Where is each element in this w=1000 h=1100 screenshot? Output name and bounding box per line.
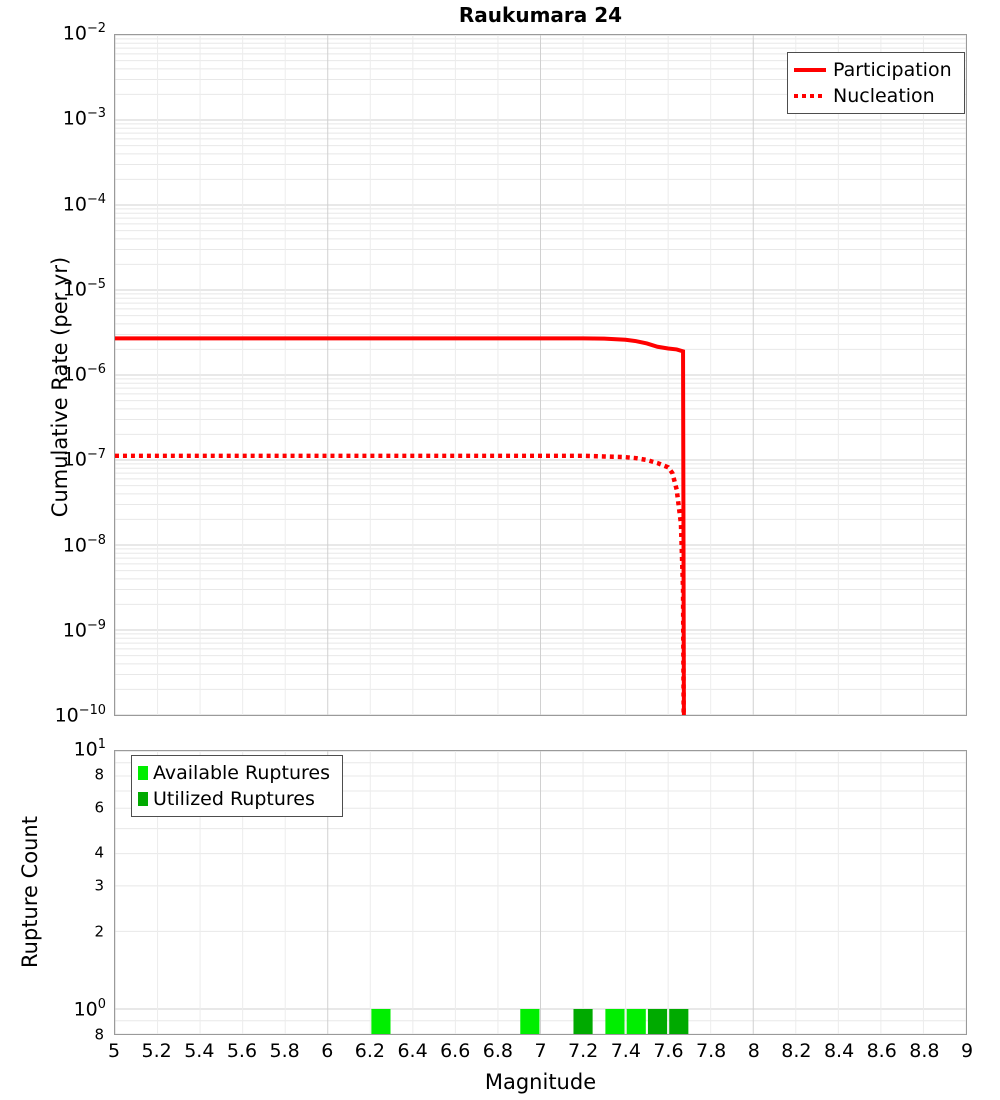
xtick-6-8: 6.8 xyxy=(482,1040,513,1062)
xtick-8-2: 8.2 xyxy=(781,1040,812,1062)
top-panel-ytick-5: 10−7 xyxy=(62,447,106,471)
legend-label-utilized-ruptures: Utilized Ruptures xyxy=(153,788,315,810)
bottom-panel-ytick-minor-0: 8 xyxy=(94,765,104,784)
legend-item-nucleation[interactable]: Nucleation xyxy=(794,83,958,109)
legend-label-nucleation: Nucleation xyxy=(833,85,935,107)
legend-label-participation: Participation xyxy=(833,59,952,81)
xtick-9: 9 xyxy=(960,1040,974,1062)
xtick-5: 5 xyxy=(107,1040,121,1062)
xtick-6-6: 6.6 xyxy=(440,1040,471,1062)
utilized-ruptures-swatch-icon xyxy=(138,792,148,806)
bottom-panel-ytick-minor-4: 2 xyxy=(94,922,104,941)
xtick-7-2: 7.2 xyxy=(568,1040,599,1062)
legend-item-utilized-ruptures[interactable]: Utilized Ruptures xyxy=(138,786,336,812)
top-panel-ytick-4: 10−6 xyxy=(62,362,106,386)
bottom-panel-bars xyxy=(371,1008,689,1034)
page-title: Raukumara 24 xyxy=(458,3,623,27)
xtick-5-8: 5.8 xyxy=(269,1040,300,1062)
bottom-panel-ytick-minor-1: 6 xyxy=(94,798,104,817)
xtick-8-4: 8.4 xyxy=(823,1040,855,1062)
cumulative-rate-plot-area xyxy=(114,34,967,716)
available-ruptures-swatch-icon xyxy=(138,766,148,780)
bottom-panel-ytick-major-0: 101 xyxy=(73,737,106,761)
bottom-panel-ytick-minor-5: 8 xyxy=(94,1025,104,1044)
xtick-7-4: 7.4 xyxy=(610,1040,641,1062)
top-panel-ytick-3: 10−5 xyxy=(62,276,106,301)
top-panel-ytick-2: 10−4 xyxy=(62,191,106,215)
top-panel-ytick-8: 10−10 xyxy=(54,703,106,727)
top-panel-gridlines xyxy=(115,35,966,715)
top-panel-ytick-1: 10−3 xyxy=(62,106,106,130)
xtick-6: 6 xyxy=(321,1040,334,1062)
bottom-panel-legend: Available Ruptures Utilized Ruptures xyxy=(131,755,343,817)
xtick-7-8: 7.8 xyxy=(695,1040,727,1062)
bottom-panel-ytick-minor-3: 3 xyxy=(94,876,104,895)
xtick-5-4: 5.4 xyxy=(184,1040,215,1062)
top-panel-y-axis-title: Cumulative Rate (per yr) xyxy=(48,256,72,518)
dotted-line-icon xyxy=(794,94,826,98)
legend-item-participation[interactable]: Participation xyxy=(794,57,958,83)
top-panel-ytick-7: 10−9 xyxy=(62,617,106,642)
legend-item-available-ruptures[interactable]: Available Ruptures xyxy=(138,760,336,786)
xtick-6-2: 6.2 xyxy=(354,1040,385,1062)
x-axis-title: Magnitude xyxy=(484,1070,597,1094)
xtick-6-4: 6.4 xyxy=(397,1040,428,1062)
xtick-7-6: 7.6 xyxy=(653,1040,684,1062)
bottom-panel-ytick-minor-2: 4 xyxy=(94,843,104,862)
legend-label-available-ruptures: Available Ruptures xyxy=(153,762,330,784)
xtick-8-6: 8.6 xyxy=(866,1040,897,1062)
xtick-7: 7 xyxy=(534,1040,547,1062)
top-panel-curves xyxy=(115,336,686,715)
xtick-8: 8 xyxy=(747,1040,760,1062)
bottom-panel-ytick-major-1: 100 xyxy=(73,996,106,1021)
bottom-panel-y-axis-title: Rupture Count xyxy=(18,816,42,968)
solid-line-icon xyxy=(794,68,826,72)
top-panel-ytick-6: 10−8 xyxy=(62,532,106,556)
top-panel-legend: Participation Nucleation xyxy=(787,52,965,114)
xtick-8-8: 8.8 xyxy=(909,1040,940,1062)
xtick-5-2: 5.2 xyxy=(141,1040,172,1062)
top-panel-ytick-0: 10−2 xyxy=(62,21,106,45)
xtick-5-6: 5.6 xyxy=(226,1040,258,1062)
